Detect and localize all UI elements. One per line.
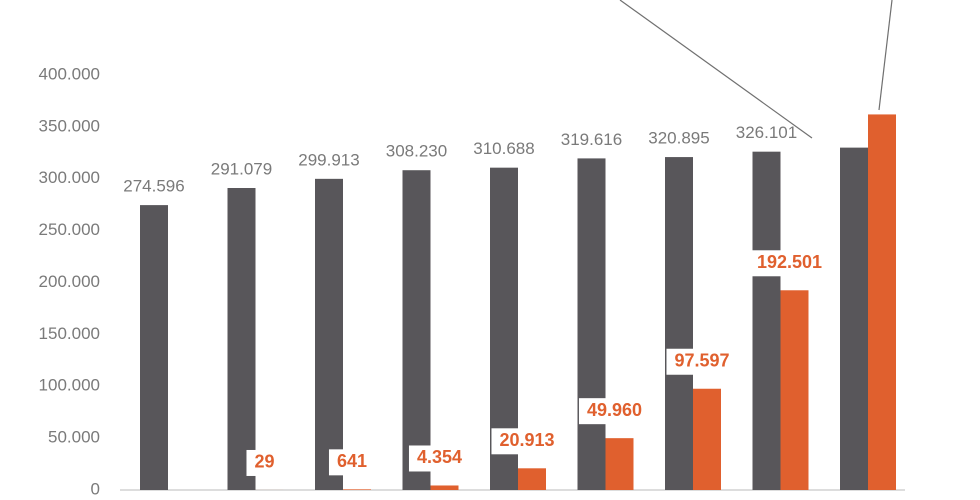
y-tick-label: 0	[91, 479, 100, 498]
y-tick-label: 150.000	[39, 324, 100, 343]
data-label: 29	[254, 452, 274, 472]
y-tick-label: 350.000	[39, 116, 100, 135]
data-label: 299.913	[298, 150, 359, 169]
y-tick-label: 200.000	[39, 272, 100, 291]
data-label: 326.101	[736, 123, 797, 142]
bar	[868, 114, 896, 491]
label-background	[748, 250, 831, 277]
label-background	[578, 398, 651, 425]
label-background	[666, 348, 738, 375]
label-background	[491, 428, 563, 455]
bar	[752, 151, 781, 490]
data-label: 308.230	[386, 142, 447, 161]
y-tick-label: 300.000	[39, 168, 100, 187]
bar	[780, 290, 809, 490]
bar	[693, 388, 721, 490]
bar	[605, 438, 634, 490]
y-tick-label: 50.000	[48, 428, 100, 447]
data-label: 49.960	[587, 400, 642, 420]
leader-line	[878, 0, 893, 111]
data-label: 291.079	[211, 159, 272, 178]
data-label: 274.596	[123, 177, 184, 196]
bar	[343, 489, 371, 490]
data-label: 310.688	[473, 139, 534, 158]
bar	[315, 178, 343, 490]
bar	[840, 147, 868, 490]
data-label: 192.501	[757, 252, 822, 272]
data-label: 320.895	[648, 129, 709, 148]
data-label: 97.597	[674, 350, 729, 370]
label-background	[328, 449, 376, 476]
bar	[140, 205, 168, 491]
y-tick-label: 250.000	[39, 220, 100, 239]
bar	[430, 485, 459, 490]
bar	[577, 158, 606, 490]
label-background	[408, 445, 471, 472]
data-label: 641	[337, 451, 367, 471]
bar	[402, 170, 431, 491]
label-background	[246, 449, 283, 476]
bar	[518, 468, 546, 490]
data-label: 4.354	[417, 447, 462, 467]
data-label: 319.616	[561, 130, 622, 149]
bar	[665, 157, 693, 490]
y-tick-label: 400.000	[39, 64, 100, 83]
data-label: 20.913	[499, 430, 554, 450]
leader-line	[619, 0, 813, 139]
bar	[227, 188, 256, 490]
y-tick-label: 100.000	[39, 376, 100, 395]
